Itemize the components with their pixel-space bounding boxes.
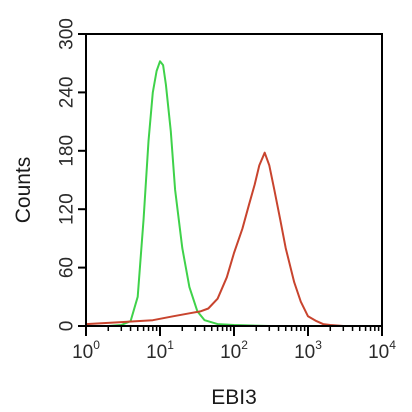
x-tick-label: 100 (72, 338, 100, 363)
x-axis-title: EBI3 (211, 386, 257, 409)
y-tick-label: 0 (57, 321, 78, 332)
y-tick-label: 120 (57, 193, 78, 225)
series-line-0 (86, 60, 382, 327)
plot-frame (85, 33, 383, 327)
x-tick-label: 103 (294, 338, 322, 363)
x-tick-label: 102 (220, 338, 248, 363)
y-tick-label: 180 (57, 135, 78, 167)
series-line-1 (85, 151, 382, 327)
y-tick-label: 240 (57, 77, 78, 109)
y-axis-title: Counts (12, 157, 35, 224)
y-tick-label: 300 (57, 18, 78, 50)
series-layer (85, 60, 382, 327)
x-tick-label: 104 (368, 338, 396, 363)
y-tick-label: 60 (57, 257, 78, 278)
x-tick-label: 101 (146, 338, 174, 363)
ticks-layer: 0 60 120 180 240 300 100 101 102 103 104 (57, 18, 397, 363)
